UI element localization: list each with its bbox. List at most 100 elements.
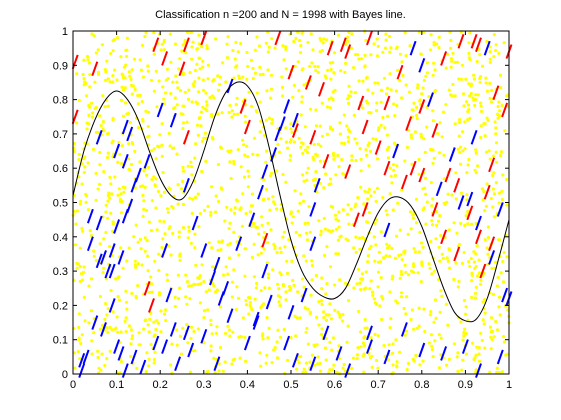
red-segment bbox=[470, 33, 478, 49]
yellow-point bbox=[406, 273, 411, 277]
yellow-point bbox=[292, 83, 296, 87]
yellow-point bbox=[270, 118, 274, 122]
yellow-point bbox=[417, 324, 421, 328]
blue-segment bbox=[182, 177, 190, 193]
yellow-point bbox=[375, 37, 379, 41]
yellow-point bbox=[318, 124, 322, 128]
yellow-point bbox=[403, 333, 407, 337]
yellow-point bbox=[194, 263, 198, 267]
yellow-point bbox=[181, 226, 186, 230]
yellow-point bbox=[171, 231, 175, 236]
yellow-point bbox=[335, 370, 339, 374]
yellow-point bbox=[119, 246, 123, 250]
yellow-point bbox=[440, 294, 444, 298]
yellow-point bbox=[371, 137, 375, 141]
yellow-point bbox=[273, 46, 277, 50]
yellow-point bbox=[488, 50, 492, 54]
yellow-point bbox=[429, 240, 433, 244]
yellow-point bbox=[280, 85, 285, 89]
y-tick-label: 0.6 bbox=[53, 163, 68, 175]
yellow-point bbox=[294, 36, 298, 41]
yellow-point bbox=[246, 169, 250, 173]
yellow-point bbox=[261, 332, 265, 336]
yellow-point bbox=[410, 162, 414, 166]
red-segment bbox=[479, 263, 487, 279]
y-tick-label: 0.7 bbox=[53, 129, 68, 141]
yellow-point bbox=[259, 119, 263, 123]
yellow-point bbox=[466, 103, 471, 107]
yellow-point bbox=[367, 211, 371, 215]
yellow-point bbox=[363, 53, 367, 58]
yellow-point bbox=[357, 309, 361, 314]
yellow-point bbox=[120, 162, 124, 166]
yellow-point bbox=[320, 327, 324, 331]
yellow-point bbox=[299, 192, 303, 196]
yellow-point bbox=[356, 53, 360, 57]
yellow-point bbox=[424, 222, 428, 226]
yellow-point bbox=[409, 227, 413, 231]
yellow-point bbox=[111, 310, 115, 314]
yellow-point bbox=[405, 145, 409, 149]
yellow-point bbox=[207, 288, 211, 292]
yellow-point bbox=[87, 113, 91, 117]
yellow-point bbox=[80, 333, 84, 337]
yellow-point bbox=[384, 209, 388, 213]
yellow-point bbox=[453, 122, 457, 126]
yellow-point bbox=[362, 336, 366, 340]
yellow-point bbox=[393, 173, 397, 178]
blue-segment bbox=[169, 322, 177, 337]
yellow-point bbox=[418, 99, 422, 103]
yellow-point bbox=[358, 247, 362, 251]
yellow-point bbox=[454, 261, 458, 265]
yellow-point bbox=[319, 233, 323, 237]
blue-segment bbox=[161, 243, 169, 258]
yellow-point bbox=[457, 134, 461, 138]
yellow-point bbox=[412, 264, 416, 269]
yellow-point bbox=[400, 273, 404, 277]
yellow-point bbox=[465, 193, 469, 197]
yellow-point bbox=[188, 196, 192, 200]
yellow-point bbox=[164, 308, 168, 312]
yellow-point bbox=[313, 64, 317, 69]
yellow-point bbox=[111, 74, 115, 78]
yellow-point bbox=[502, 335, 506, 339]
yellow-point bbox=[249, 204, 254, 208]
yellow-point bbox=[334, 217, 338, 221]
yellow-point bbox=[129, 77, 133, 81]
yellow-point bbox=[300, 95, 304, 99]
yellow-point bbox=[236, 50, 240, 54]
yellow-point bbox=[175, 343, 179, 347]
yellow-point bbox=[125, 36, 129, 40]
yellow-point bbox=[288, 140, 292, 144]
yellow-point bbox=[117, 140, 121, 145]
yellow-point bbox=[73, 366, 77, 370]
yellow-point bbox=[396, 68, 400, 72]
yellow-point bbox=[388, 192, 392, 196]
blue-segment bbox=[461, 339, 469, 354]
yellow-point bbox=[410, 136, 414, 140]
yellow-point bbox=[166, 210, 170, 214]
yellow-point bbox=[499, 271, 503, 275]
yellow-point bbox=[264, 160, 268, 164]
yellow-point bbox=[316, 65, 320, 69]
yellow-point bbox=[387, 145, 391, 149]
yellow-point bbox=[428, 266, 432, 270]
yellow-point bbox=[251, 76, 255, 81]
yellow-point bbox=[186, 341, 190, 345]
yellow-point bbox=[379, 123, 383, 127]
yellow-point bbox=[369, 53, 373, 57]
yellow-point bbox=[252, 136, 257, 140]
yellow-point bbox=[357, 57, 361, 61]
yellow-point bbox=[280, 94, 285, 98]
yellow-point bbox=[485, 246, 489, 250]
yellow-point bbox=[388, 72, 392, 76]
yellow-point bbox=[498, 73, 503, 77]
yellow-point bbox=[154, 157, 158, 161]
yellow-point bbox=[134, 223, 138, 227]
yellow-point bbox=[372, 235, 376, 239]
yellow-point bbox=[267, 116, 272, 120]
blue-segment bbox=[466, 191, 474, 207]
yellow-point bbox=[248, 210, 252, 214]
yellow-point bbox=[195, 123, 200, 127]
yellow-point bbox=[375, 157, 380, 161]
